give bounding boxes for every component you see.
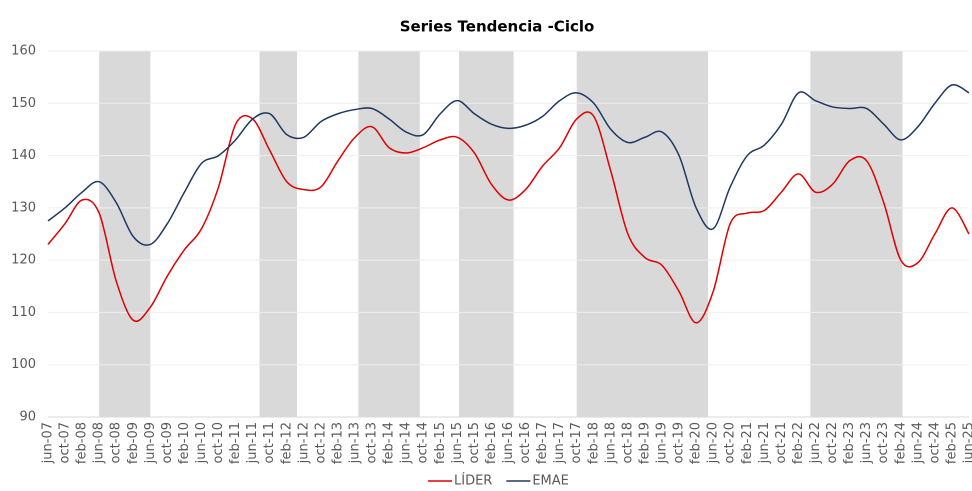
series-line	[47, 111, 970, 324]
shaded-period	[459, 51, 514, 417]
x-tick-label: feb-24	[893, 422, 908, 464]
x-tick-label: feb-21	[740, 422, 755, 464]
chart-title: Series Tendencia -Ciclo	[400, 18, 595, 36]
y-tick-label: 110	[11, 305, 36, 320]
y-tick-label: 90	[19, 410, 36, 425]
x-tick-label: jun-17	[552, 422, 567, 464]
x-tick-label: oct-18	[620, 422, 635, 463]
x-tick-label: oct-19	[672, 422, 687, 463]
x-tick-label: feb-11	[228, 422, 243, 464]
x-tick-label: feb-14	[382, 422, 397, 464]
x-tick-label: oct-20	[723, 422, 738, 463]
x-tick-label: oct-17	[569, 422, 584, 463]
x-tick-label: oct-22	[825, 422, 840, 463]
y-tick-label: 130	[11, 200, 36, 215]
x-tick-label: oct-07	[58, 422, 73, 463]
y-tick-label: 140	[11, 148, 36, 163]
x-tick-label: jun-19	[655, 422, 670, 464]
x-tick-label: jun-22	[808, 422, 823, 464]
x-tick-label: feb-13	[330, 422, 345, 464]
x-tick-label: feb-08	[75, 422, 90, 464]
x-tick-label: feb-12	[279, 422, 294, 464]
y-tick-label: 100	[11, 357, 36, 372]
x-tick-label: feb-09	[126, 422, 141, 464]
x-tick-label: jun-24	[910, 422, 925, 464]
x-tick-label: oct-09	[160, 422, 175, 463]
x-tick-label: oct-08	[109, 422, 124, 463]
x-tick-label: oct-16	[518, 422, 533, 463]
y-tick-label: 150	[11, 96, 36, 111]
legend-label: EMAE	[532, 474, 569, 489]
series-line	[47, 84, 970, 246]
x-tick-label: oct-24	[927, 422, 942, 463]
x-tick-label: jun-20	[706, 422, 721, 464]
x-tick-label: feb-23	[842, 422, 857, 464]
x-tick-label: feb-17	[535, 422, 550, 464]
x-tick-label: oct-14	[416, 422, 431, 463]
x-tick-label: oct-12	[313, 422, 328, 463]
x-tick-label: jun-15	[450, 422, 465, 464]
x-tick-label: feb-10	[177, 422, 192, 464]
x-tick-label: oct-10	[211, 422, 226, 463]
x-tick-label: feb-19	[637, 422, 652, 464]
x-tick-label: jun-25	[962, 422, 972, 464]
x-tick-label: oct-13	[365, 422, 380, 463]
x-tick-label: feb-20	[689, 422, 704, 464]
x-tick-label: jun-18	[603, 422, 618, 464]
x-tick-label: feb-25	[944, 422, 959, 464]
shaded-period	[259, 51, 298, 417]
x-tick-label: jun-21	[757, 422, 772, 464]
x-tick-label: jun-14	[399, 422, 414, 464]
x-tick-label: jun-11	[245, 422, 260, 464]
x-tick-label: oct-15	[467, 422, 482, 463]
x-tick-label: jun-13	[348, 422, 363, 464]
x-tick-label: feb-15	[433, 422, 448, 464]
x-tick-label: jun-10	[194, 422, 209, 464]
y-tick-label: 160	[11, 44, 36, 59]
shaded-period	[99, 51, 151, 417]
x-tick-label: oct-21	[774, 422, 789, 463]
x-tick-label: jun-23	[859, 422, 874, 464]
shaded-period	[358, 51, 420, 417]
x-tick-label: oct-23	[876, 422, 891, 463]
x-tick-label: feb-22	[791, 422, 806, 464]
x-tick-label: feb-18	[586, 422, 601, 464]
legend-label: LÍDER	[454, 473, 492, 489]
x-tick-label: jun-12	[296, 422, 311, 464]
y-tick-label: 120	[11, 253, 36, 268]
shaded-period	[576, 51, 709, 417]
x-tick-label: jun-07	[41, 422, 56, 464]
x-tick-label: jun-16	[501, 422, 516, 464]
x-tick-label: oct-11	[262, 422, 277, 463]
shaded-period	[810, 51, 903, 417]
x-tick-label: feb-16	[484, 422, 499, 464]
x-tick-label: jun-08	[92, 422, 107, 464]
x-tick-label: jun-09	[143, 422, 158, 464]
